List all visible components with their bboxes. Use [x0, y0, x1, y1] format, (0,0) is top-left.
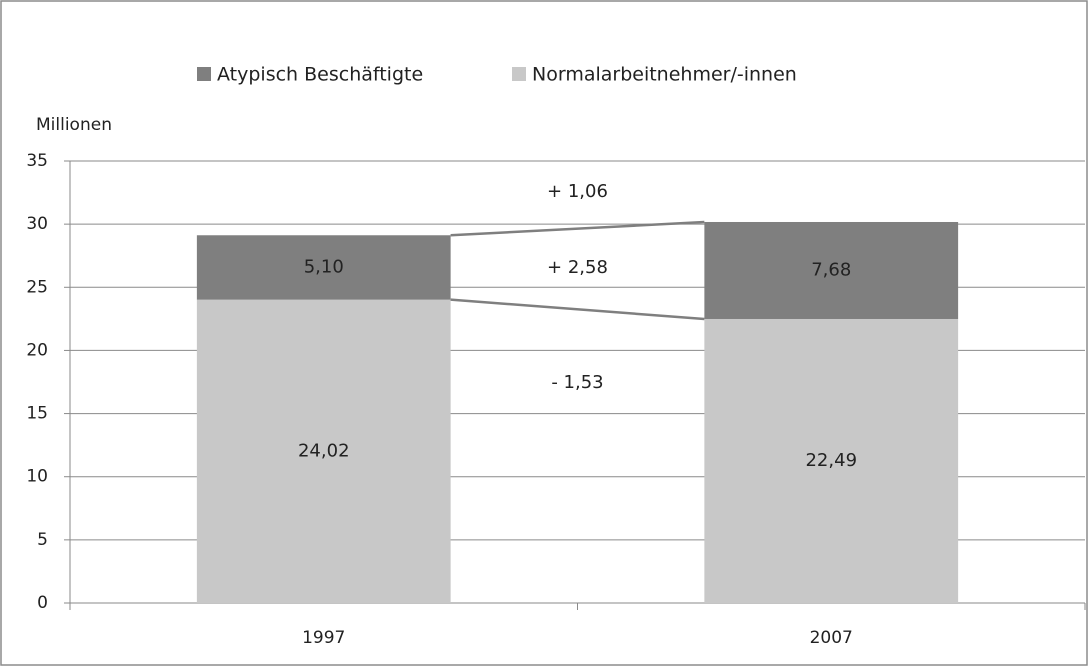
y-tick-label: 20: [26, 340, 48, 360]
x-tick-label: 1997: [302, 628, 345, 648]
bar-segment: [196, 235, 451, 300]
legend-label: Atypisch Beschäftigte: [217, 64, 423, 86]
legend-swatch: [512, 67, 526, 81]
annotation: - 1,53: [551, 372, 603, 393]
x-tick-label: 2007: [810, 628, 853, 648]
y-tick-label: 35: [26, 151, 48, 171]
bar-segment: [704, 221, 959, 319]
bar-segment: [704, 318, 959, 603]
legend-label: Normalarbeitnehmer/-innen: [532, 64, 797, 86]
annotation: + 2,58: [547, 257, 608, 278]
value-label: 5,10: [304, 256, 344, 277]
y-tick-label: 0: [37, 593, 48, 613]
connector-line: [450, 298, 705, 321]
y-tick-label: 25: [26, 277, 48, 297]
y-tick-label: 5: [37, 530, 48, 550]
y-tick-label: 10: [26, 467, 48, 487]
y-tick-label: 30: [26, 214, 48, 234]
y-tick-label: 15: [26, 404, 48, 424]
legend-swatch: [197, 67, 211, 81]
annotation: + 1,06: [547, 181, 608, 202]
bar-segment: [196, 299, 451, 603]
value-label: 7,68: [811, 259, 851, 280]
y-axis-label: Millionen: [36, 115, 112, 135]
connector-line: [450, 220, 705, 237]
value-label: 24,02: [298, 440, 350, 461]
value-label: 22,49: [805, 450, 857, 471]
